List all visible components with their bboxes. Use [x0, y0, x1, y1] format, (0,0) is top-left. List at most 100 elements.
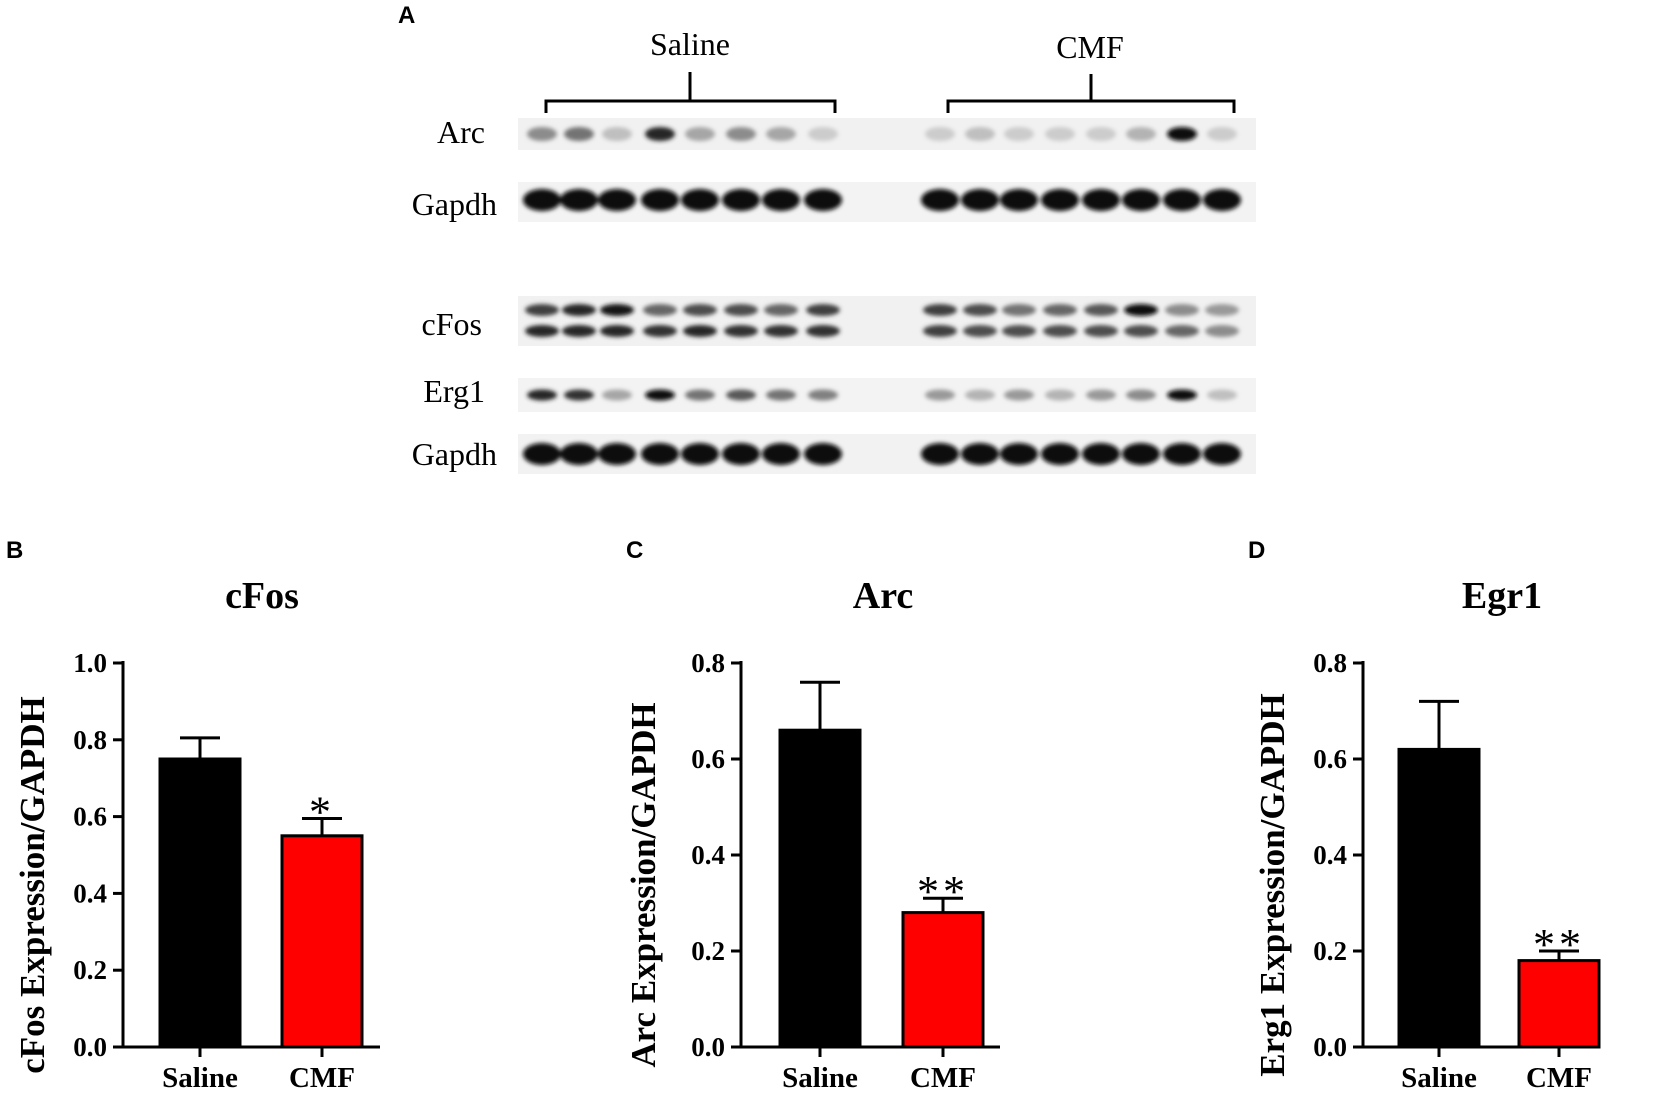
band-cfos-lower-lane-7	[764, 325, 798, 337]
band-gapdh2-lane-3	[598, 443, 636, 465]
band-gapdh1-lane-1	[523, 189, 561, 211]
band-cfos-lower-lane-2	[562, 325, 596, 337]
band-erg1-lane-4	[645, 389, 675, 401]
y-tick-label: 0.4	[1313, 840, 1347, 870]
blot-row-label-cfos: cFos	[422, 306, 482, 342]
band-cfos-lower-lane-4	[643, 325, 677, 337]
band-erg1-lane-8	[808, 389, 838, 401]
band-gapdh1-lane-10	[961, 189, 999, 211]
x-tick-label: Saline	[782, 1062, 858, 1094]
band-cfos-lower-lane-5	[683, 325, 717, 337]
band-gapdh2-lane-2	[560, 443, 598, 465]
y-tick-label: 0.0	[1313, 1032, 1347, 1062]
band-gapdh1-lane-13	[1082, 189, 1120, 211]
y-tick-label: 0.6	[1313, 744, 1347, 774]
band-arc-lane-11	[1004, 127, 1034, 141]
y-tick-label: 0.8	[1313, 648, 1347, 678]
band-gapdh2-lane-10	[961, 443, 999, 465]
y-axis-label: cFos Expression/GAPDH	[13, 696, 52, 1074]
y-tick-label: 0.0	[73, 1032, 107, 1062]
band-gapdh1-lane-4	[641, 189, 679, 211]
band-cfos-lower-lane-15	[1165, 325, 1199, 337]
significance-marker: **	[917, 867, 969, 916]
x-tick-label: Saline	[1401, 1062, 1477, 1094]
band-cfos-lower-lane-1	[525, 325, 559, 337]
blot-row-label-erg1: Erg1	[423, 373, 485, 409]
band-cfos-upper-lane-12	[1043, 304, 1077, 316]
band-erg1-lane-11	[1004, 389, 1034, 401]
band-cfos-upper-lane-13	[1084, 304, 1118, 316]
band-cfos-upper-lane-1	[525, 304, 559, 316]
panel-label-a: A	[398, 2, 416, 29]
y-tick-label: 0.2	[73, 955, 107, 985]
y-axis-label: Erg1 Expression/GAPDH	[1253, 693, 1292, 1076]
band-gapdh2-lane-15	[1163, 443, 1201, 465]
band-arc-lane-2	[564, 127, 594, 141]
bar-cmf	[280, 834, 364, 1049]
band-cfos-upper-lane-3	[600, 304, 634, 316]
x-tick-label: CMF	[1526, 1062, 1592, 1094]
band-arc-lane-15	[1167, 127, 1197, 141]
band-arc-lane-3	[602, 127, 632, 141]
chart-arc: Arc Arc Expression/GAPDH 0.0 0.2 0.4 0.6 0.8 Sa…	[624, 575, 1000, 1094]
band-arc-lane-14	[1126, 127, 1156, 141]
band-erg1-lane-5	[685, 389, 715, 401]
band-gapdh2-lane-5	[681, 443, 719, 465]
band-arc-lane-13	[1086, 127, 1116, 141]
band-arc-lane-8	[808, 127, 838, 141]
bar-cmf	[901, 911, 985, 1049]
band-erg1-lane-3	[602, 389, 632, 401]
band-cfos-lower-lane-13	[1084, 325, 1118, 337]
band-arc-lane-16	[1207, 127, 1237, 141]
band-erg1-lane-14	[1126, 389, 1156, 401]
blot-bands	[523, 127, 1241, 465]
x-tick-label: Saline	[162, 1062, 238, 1094]
panel-label-c: C	[626, 537, 644, 564]
band-erg1-lane-2	[564, 389, 594, 401]
band-erg1-lane-6	[726, 389, 756, 401]
y-tick-label: 0.8	[73, 725, 107, 755]
band-gapdh1-lane-3	[598, 189, 636, 211]
band-arc-lane-1	[527, 127, 557, 141]
band-gapdh2-lane-1	[523, 443, 561, 465]
bracket-cmf	[946, 74, 1236, 113]
band-arc-lane-12	[1045, 127, 1075, 141]
band-gapdh2-lane-4	[641, 443, 679, 465]
band-arc-lane-7	[766, 127, 796, 141]
band-erg1-lane-10	[965, 389, 995, 401]
band-gapdh1-lane-6	[722, 189, 760, 211]
band-cfos-upper-lane-4	[643, 304, 677, 316]
band-erg1-lane-15	[1167, 389, 1197, 401]
band-cfos-lower-lane-3	[600, 325, 634, 337]
blot-row-label-gapdh-1: Gapdh	[412, 186, 497, 222]
x-tick-label: CMF	[289, 1062, 355, 1094]
band-gapdh1-lane-12	[1041, 189, 1079, 211]
band-gapdh2-lane-6	[722, 443, 760, 465]
band-cfos-upper-lane-9	[923, 304, 957, 316]
band-gapdh2-lane-7	[762, 443, 800, 465]
y-tick-label: 0.4	[73, 878, 107, 908]
y-tick-label: 0.6	[73, 802, 107, 832]
band-erg1-lane-7	[766, 389, 796, 401]
x-tick-label: CMF	[910, 1062, 976, 1094]
bracket-saline	[544, 72, 837, 113]
band-gapdh1-lane-9	[921, 189, 959, 211]
band-cfos-upper-lane-2	[562, 304, 596, 316]
band-gapdh2-lane-16	[1203, 443, 1241, 465]
band-gapdh1-lane-8	[804, 189, 842, 211]
band-cfos-lower-lane-6	[724, 325, 758, 337]
chart-egr1: Egr1 Erg1 Expression/GAPDH 0.0 0.2 0.4 0.6 0.8…	[1253, 575, 1601, 1094]
panel-label-d: D	[1248, 537, 1266, 564]
y-tick-label: 0.2	[691, 936, 725, 966]
band-cfos-lower-lane-12	[1043, 325, 1077, 337]
band-gapdh1-lane-2	[560, 189, 598, 211]
band-erg1-lane-16	[1207, 389, 1237, 401]
band-erg1-lane-13	[1086, 389, 1116, 401]
significance-marker: *	[309, 788, 335, 837]
bar-cmf	[1517, 959, 1601, 1049]
band-gapdh1-lane-15	[1163, 189, 1201, 211]
blot-group-cmf: CMF	[1056, 29, 1124, 65]
band-gapdh2-lane-11	[1000, 443, 1038, 465]
band-cfos-upper-lane-14	[1124, 304, 1158, 316]
significance-marker: **	[1533, 920, 1585, 969]
